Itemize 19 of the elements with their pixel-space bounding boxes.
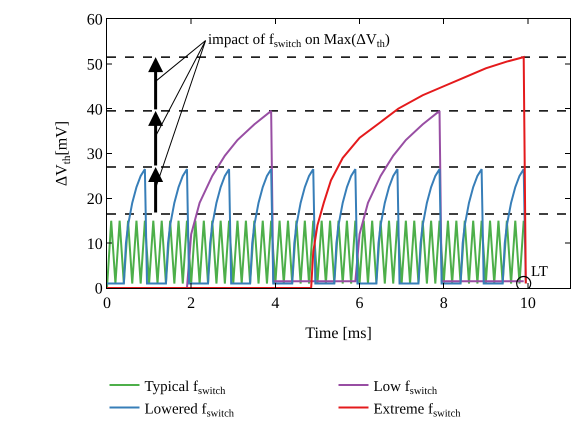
x-tick-label: 8 [440,295,448,312]
x-tick-label: 2 [187,295,196,312]
y-tick-label: 10 [86,236,103,253]
y-tick-label: 20 [86,190,103,208]
legend-label: Extreme f$_{switch}$ [374,401,462,420]
x-tick-label: 6 [356,295,364,312]
x-axis-title: Time [ms] [305,324,372,342]
x-tick-label: 10 [520,295,536,312]
y-tick-label: 60 [86,12,103,29]
legend-label: Low f$_{switch}$ [374,378,438,397]
x-tick-label: 4 [271,295,280,312]
legend-label: Lowered f$_{switch}$ [144,401,235,420]
y-tick-label: 40 [86,101,103,118]
annotation: LT [531,264,548,280]
legend-label: Typical f$_{switch}$ [144,378,226,397]
y-tick-label: 50 [86,56,103,74]
annotation: impact of f$_{switch}$ on Max(ΔV$_{th}$) [208,32,390,50]
y-tick-label: 30 [86,146,103,164]
y-tick-label: 0 [94,280,103,298]
